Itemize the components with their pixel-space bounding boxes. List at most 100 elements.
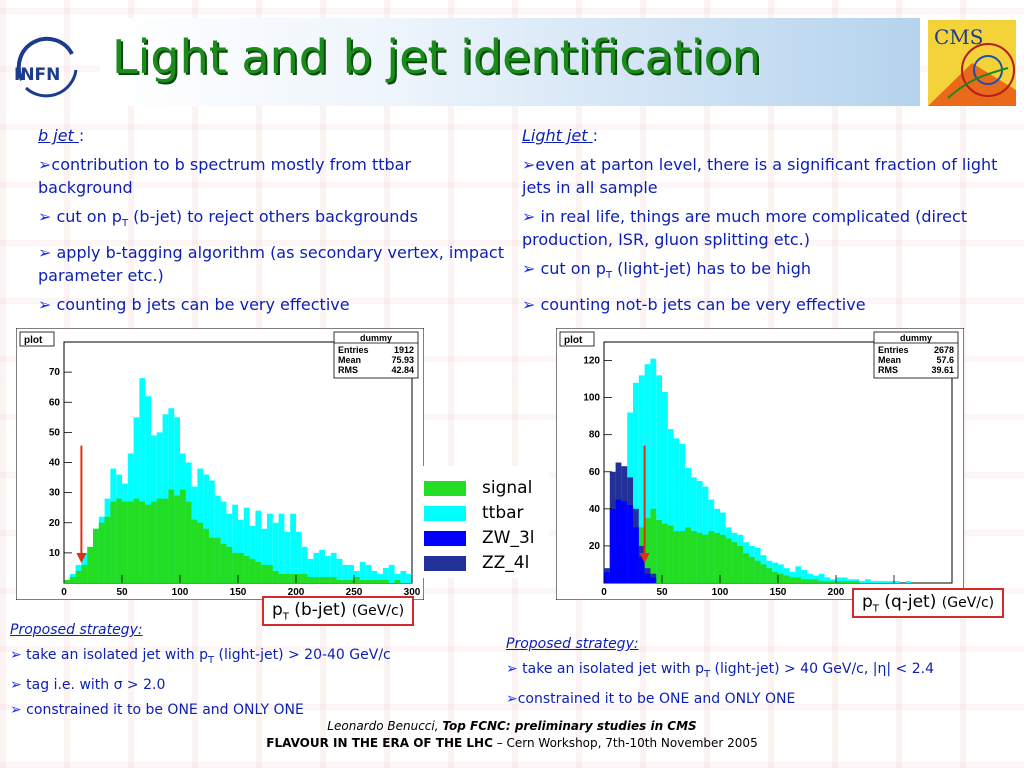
bjet-bullet-3: ➢ apply b-tagging algorithm (as secondar…: [38, 241, 508, 287]
y-tick-label: 60: [49, 397, 61, 408]
strategy-right-heading: Proposed strategy:: [506, 636, 639, 652]
histogram-bin-ttbar: [290, 513, 296, 583]
histogram-bin-signal: [75, 570, 82, 583]
histogram-bin-signal: [377, 579, 383, 583]
histogram-bin-ttbar: [400, 570, 407, 583]
cut-arrow-head: [639, 553, 650, 563]
strategy-left: Proposed strategy: ➢ take an isolated je…: [10, 618, 500, 723]
bjet-heading-colon: :: [78, 126, 85, 145]
histogram-bin-signal: [278, 573, 285, 583]
arrow-bullet-icon: ➢: [522, 259, 536, 278]
histogram-bin-signal: [330, 576, 337, 583]
histogram-bin-ttbar: [406, 573, 412, 583]
histogram-bin-signal: [243, 555, 250, 583]
x-tick-label: 100: [172, 587, 189, 598]
title-bar: [100, 18, 920, 106]
histogram-bin-ttbar: [662, 392, 668, 583]
histogram-bin-signal: [383, 579, 389, 583]
histogram-bin-signal: [209, 537, 215, 583]
x-tick-label: 50: [116, 587, 128, 598]
histogram-bin-signal: [197, 522, 204, 583]
histogram-bin-ttbar: [139, 378, 146, 583]
histogram-bin-signal: [772, 571, 778, 583]
histogram-bin-zw: [604, 571, 610, 583]
y-tick-label: 20: [589, 541, 601, 552]
histogram-bin-signal: [644, 518, 651, 583]
histogram-bin-signal: [220, 543, 227, 583]
histogram-bin-signal: [667, 525, 674, 583]
histogram-bin-ttbar: [296, 531, 302, 583]
x-tick-label: 200: [828, 587, 845, 598]
histogram-bin-ttbar: [870, 581, 877, 583]
y-tick-label: 70: [49, 367, 61, 378]
histogram-bin-ttbar: [818, 573, 825, 583]
histogram-bin-signal: [162, 498, 169, 583]
histogram-bin-ttbar: [847, 579, 854, 583]
stats-label: Entries: [878, 345, 909, 355]
y-tick-label: 40: [49, 458, 61, 469]
histogram-bin-signal: [743, 553, 749, 583]
cms-logo: CMS: [928, 20, 1016, 106]
histogram-bin-signal: [325, 576, 331, 583]
histogram-bin-signal: [226, 546, 233, 583]
histogram-bin-zw: [644, 573, 651, 583]
histogram-bin-zw: [621, 501, 628, 583]
legend-label: ZW_3l: [482, 528, 535, 548]
histogram-bin-ttbar: [841, 577, 848, 583]
histogram-bin-signal: [830, 581, 836, 583]
plot-title-box: [559, 331, 595, 347]
y-tick-label: 100: [583, 393, 600, 404]
legend-label: ZZ_4l: [482, 553, 530, 573]
stats-value: 75.93: [391, 355, 414, 365]
histogram-bin-ttbar: [667, 429, 674, 583]
histogram-bin-signal: [203, 528, 209, 583]
y-tick-label: 40: [589, 504, 601, 515]
stats-label: RMS: [338, 365, 358, 375]
x-tick-label: 0: [61, 587, 67, 598]
stats-value: 57.6: [936, 355, 954, 365]
histogram-bin-ttbar: [795, 566, 802, 583]
histogram-bin-zw: [638, 557, 645, 583]
histogram-bin-ttbar: [853, 579, 860, 583]
histogram-bin-signal: [749, 557, 755, 583]
histogram-bin-ttbar: [696, 481, 703, 583]
histogram-bin-signal: [139, 501, 146, 583]
bjet-bullet-4-text: counting b jets can be very effective: [51, 295, 350, 315]
histogram-bin-signal: [284, 573, 291, 583]
histogram-bin-signal: [319, 576, 325, 583]
histogram-bin-signal: [708, 531, 715, 583]
plot-title: plot: [24, 335, 43, 346]
y-tick-label: 80: [589, 430, 601, 441]
y-tick-label: 60: [589, 467, 601, 478]
footer-conf: FLAVOUR IN THE ERA OF THE LHC: [266, 736, 493, 750]
histogram-bin-signal: [133, 498, 140, 583]
histogram-bin-ttbar: [673, 438, 680, 583]
histogram-bin-ttbar: [348, 564, 354, 583]
histogram-bin-signal: [702, 534, 709, 583]
histogram-bin-ttbar: [209, 480, 215, 583]
histogram-bin-signal: [342, 579, 349, 583]
stats-box: [333, 331, 419, 379]
histogram-bin-signal: [371, 579, 378, 583]
histogram-bin-signal: [696, 532, 703, 583]
histogram-bin-ttbar: [365, 564, 372, 583]
legend: signal ttbar ZW_3l ZZ_4l: [418, 466, 550, 578]
histogram-bin-ttbar: [702, 486, 709, 583]
legend-swatch-ttbar: [424, 506, 466, 521]
lightjet-bullet-4-text: counting not-b jets can be very effectiv…: [535, 295, 866, 315]
bjet-column: b jet : ➢contribution to b spectrum most…: [38, 124, 508, 322]
histogram-bin-signal: [261, 564, 267, 583]
histogram-bin-signal: [656, 519, 662, 583]
histogram-bin-ttbar: [691, 477, 697, 583]
histogram-bin-signal: [336, 579, 343, 583]
histogram-bin-signal: [267, 564, 273, 583]
lightjet-bullet-4: ➢ counting not-b jets can be very effect…: [522, 293, 1014, 316]
lightjet-bullet-1-text: even at parton level, there is a signifi…: [522, 155, 998, 197]
histogram-bin-ttbar: [359, 561, 366, 583]
histogram-bin-signal: [679, 531, 686, 583]
histogram-bin-signal: [394, 579, 401, 583]
histogram-bin-ttbar: [325, 555, 331, 583]
histogram-bin-ttbar: [830, 579, 836, 583]
histogram-bin-signal: [847, 581, 854, 583]
histogram-bin-signal: [290, 573, 296, 583]
